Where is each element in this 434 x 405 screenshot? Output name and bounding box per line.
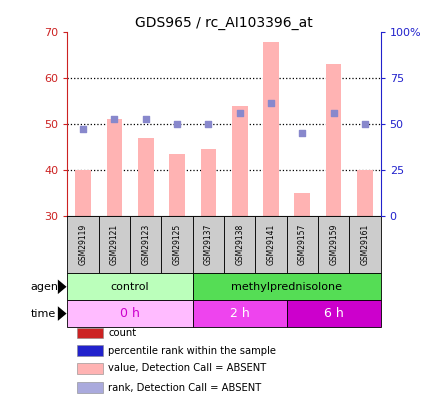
Bar [263, 42, 278, 215]
Text: 0 h: 0 h [120, 307, 140, 320]
Text: GSM29141: GSM29141 [266, 224, 275, 265]
Bar [106, 119, 122, 215]
Point [236, 109, 243, 116]
Bar [294, 193, 309, 215]
Bar [286, 215, 317, 273]
Bar [317, 215, 349, 273]
Text: time: time [30, 309, 56, 319]
Bar [138, 138, 153, 215]
Bar [325, 64, 341, 215]
Bar [192, 215, 224, 273]
Point [142, 116, 149, 123]
Text: value, Detection Call = ABSENT: value, Detection Call = ABSENT [108, 363, 266, 373]
Bar [356, 170, 372, 215]
Bar [67, 273, 192, 300]
Text: percentile rank within the sample: percentile rank within the sample [108, 345, 276, 356]
Text: rank, Detection Call = ABSENT: rank, Detection Call = ABSENT [108, 383, 261, 392]
Text: 2 h: 2 h [229, 307, 249, 320]
Point [329, 109, 336, 116]
Bar [192, 300, 286, 327]
Bar [75, 170, 91, 215]
Bar [99, 215, 130, 273]
Bar [77, 382, 103, 393]
Point [79, 126, 86, 132]
Text: GSM29138: GSM29138 [235, 224, 243, 265]
Bar [286, 300, 380, 327]
Bar [77, 328, 103, 338]
Point [267, 100, 274, 107]
Point [298, 130, 305, 136]
Bar [77, 345, 103, 356]
Text: methylprednisolone: methylprednisolone [230, 282, 342, 292]
Text: GSM29123: GSM29123 [141, 224, 150, 265]
Bar [224, 215, 255, 273]
Text: GSM29137: GSM29137 [204, 224, 212, 265]
Bar [349, 215, 380, 273]
Text: GSM29157: GSM29157 [297, 224, 306, 265]
Text: GSM29119: GSM29119 [79, 224, 87, 265]
Bar [67, 215, 99, 273]
Point [111, 116, 118, 123]
Point [173, 121, 180, 127]
Bar [161, 215, 192, 273]
Bar [77, 363, 103, 373]
Point [361, 121, 368, 127]
Bar [192, 273, 380, 300]
Point [204, 121, 211, 127]
Text: GSM29121: GSM29121 [110, 224, 118, 265]
Text: GSM29159: GSM29159 [329, 224, 337, 265]
Text: count: count [108, 328, 136, 338]
Text: agent: agent [30, 282, 62, 292]
Text: control: control [111, 282, 149, 292]
Bar [130, 215, 161, 273]
Bar [67, 300, 192, 327]
Bar [200, 149, 216, 215]
Text: GSM29161: GSM29161 [360, 224, 368, 265]
Bar [169, 154, 184, 215]
Bar [255, 215, 286, 273]
Text: 6 h: 6 h [323, 307, 343, 320]
Title: GDS965 / rc_AI103396_at: GDS965 / rc_AI103396_at [135, 16, 312, 30]
Bar [231, 106, 247, 215]
Text: GSM29125: GSM29125 [172, 224, 181, 265]
